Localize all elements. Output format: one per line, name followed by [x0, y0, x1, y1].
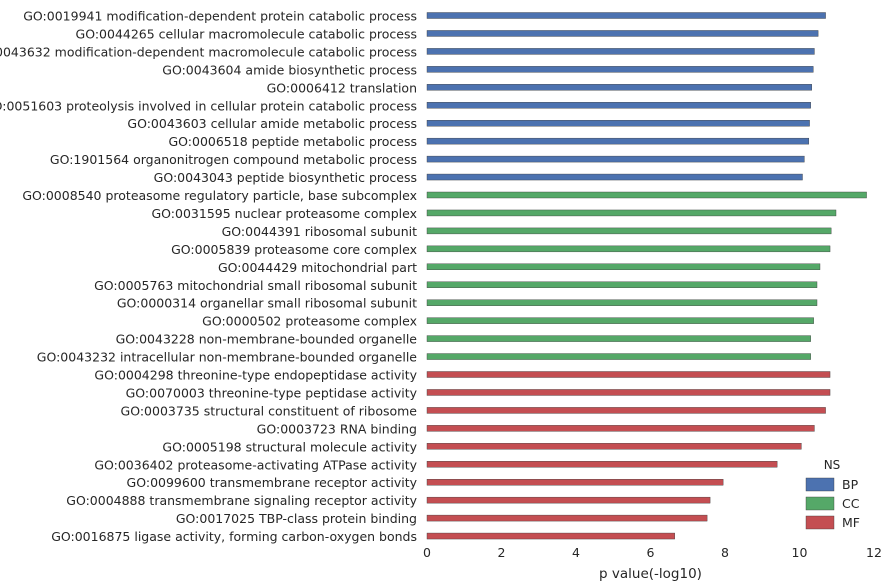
- category-label: GO:0006412 translation: [267, 80, 417, 95]
- category-labels-layer: GO:0019941 modification-dependent protei…: [0, 9, 418, 545]
- legend-swatch-cc: [805, 496, 835, 511]
- legend-swatch-mf: [805, 515, 835, 530]
- category-label: GO:0000502 proteasome complex: [202, 314, 417, 329]
- category-label: GO:0003735 structural constituent of rib…: [121, 403, 418, 418]
- legend-title: NS: [824, 458, 841, 472]
- category-label: GO:0099600 transmembrane receptor activi…: [127, 475, 418, 490]
- bar-cc: [426, 299, 818, 306]
- bars-layer: [426, 12, 867, 540]
- category-label: GO:0004298 threonine-type endopeptidase …: [94, 368, 417, 383]
- bar-mf: [426, 425, 815, 432]
- category-label: GO:0043604 amide biosynthetic process: [162, 62, 417, 77]
- bar-bp: [426, 137, 810, 145]
- legend-label-mf: MF: [842, 515, 860, 530]
- bar-bp: [426, 173, 803, 181]
- bar-cc: [426, 281, 818, 288]
- category-label: GO:0005198 structural molecule activity: [162, 439, 417, 454]
- category-label: GO:0019941 modification-dependent protei…: [23, 9, 417, 24]
- bar-mf: [426, 532, 675, 540]
- legend-swatch-bp: [805, 477, 835, 492]
- x-tick-labels-layer: 0 2 4 6 8 10 12: [423, 545, 882, 560]
- bar-mf: [426, 371, 831, 378]
- x-tick-label: 8: [721, 545, 729, 560]
- bar-mf: [426, 461, 778, 468]
- category-label: GO:0005839 proteasome core complex: [171, 242, 417, 257]
- bar-mf: [426, 389, 831, 396]
- bar-cc: [426, 317, 814, 324]
- bar-cc: [426, 227, 832, 235]
- category-label: GO:0008540 proteasome regulatory particl…: [22, 188, 417, 203]
- category-label: GO:0044265 cellular macromolecule catabo…: [76, 26, 417, 41]
- bar-bp: [426, 119, 810, 127]
- category-label: GO:0016875 ligase activity, forming carb…: [51, 529, 417, 544]
- bar-cc: [426, 335, 811, 342]
- bar-mf: [426, 407, 826, 414]
- legend-label-bp: BP: [842, 477, 859, 492]
- bar-cc: [426, 245, 831, 253]
- category-label: GO:0031595 nuclear proteasome complex: [152, 206, 418, 221]
- category-label: GO:0006518 peptide metabolic process: [168, 134, 417, 149]
- bar-bp: [426, 48, 815, 55]
- x-tick-label: 2: [498, 545, 506, 560]
- x-tick-label: 12: [866, 545, 882, 560]
- category-label: GO:0043232 intracellular non-membrane-bo…: [37, 350, 418, 365]
- category-label: GO:0044429 mitochondrial part: [218, 260, 417, 275]
- bar-cc: [426, 209, 837, 217]
- category-label: GO:0036402 proteasome-activating ATPase …: [94, 457, 417, 472]
- category-label: GO:0000314 organellar small ribosomal su…: [117, 296, 417, 311]
- category-label: GO:1901564 organonitrogen compound metab…: [50, 152, 417, 167]
- category-label: GO:0005763 mitochondrial small ribosomal…: [94, 278, 417, 293]
- bar-bp: [426, 66, 814, 73]
- category-label: GO:0017025 TBP-class protein binding: [176, 511, 417, 526]
- legend: NS BP CC MF: [805, 458, 860, 530]
- legend-label-cc: CC: [842, 496, 860, 511]
- bar-mf: [426, 479, 724, 486]
- bar-cc: [426, 191, 867, 199]
- x-tick-label: 0: [423, 545, 431, 560]
- bar-bp: [426, 12, 826, 19]
- category-label: GO:0004888 transmembrane signaling recep…: [66, 493, 417, 508]
- bar-bp: [426, 84, 812, 91]
- bar-bp: [426, 155, 805, 163]
- bar-mf: [426, 514, 708, 522]
- x-axis-title: p value(-log10): [599, 566, 702, 582]
- bar-cc: [426, 263, 821, 270]
- bar-mf: [426, 496, 711, 504]
- x-tick-label: 6: [647, 545, 655, 560]
- category-label: GO:0043603 cellular amide metabolic proc…: [127, 116, 417, 131]
- bar-bp: [426, 30, 819, 37]
- category-label: GO:0044391 ribosomal subunit: [222, 224, 417, 239]
- category-label: GO:0070003 threonine-type peptidase acti…: [126, 385, 418, 400]
- category-label: GO:0003723 RNA binding: [257, 421, 417, 436]
- x-tick-label: 10: [792, 545, 808, 560]
- category-label: GO:0043228 non-membrane-bounded organell…: [116, 332, 418, 347]
- x-tick-label: 4: [572, 545, 580, 560]
- category-label: GO:0043043 peptide biosynthetic process: [154, 170, 417, 185]
- bar-mf: [426, 443, 802, 450]
- category-label: GO:0051603 proteolysis involved in cellu…: [0, 98, 417, 113]
- bar-bp: [426, 102, 811, 109]
- bar-cc: [426, 353, 811, 360]
- category-label: GO:0043632 modification-dependent macrom…: [0, 44, 417, 59]
